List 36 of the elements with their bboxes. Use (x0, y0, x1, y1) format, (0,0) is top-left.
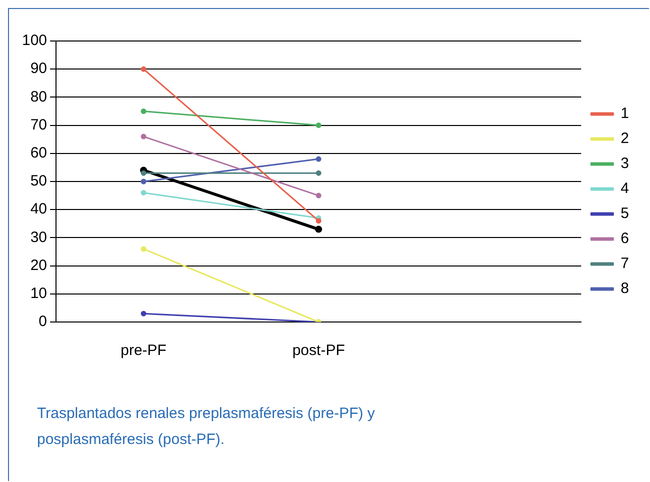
legend-label: 3 (620, 155, 629, 172)
y-tick-label: 30 (30, 228, 48, 246)
y-tick-label: 0 (38, 313, 48, 330)
legend-label: 1 (620, 105, 629, 122)
point (140, 178, 146, 184)
point (316, 156, 322, 162)
y-tick-label: 100 (22, 32, 48, 50)
legend-label: 5 (620, 205, 629, 222)
point (316, 170, 322, 176)
legend-label: 7 (620, 255, 629, 272)
legend-label: 8 (620, 280, 629, 298)
y-tick-label: 60 (30, 144, 48, 162)
y-tick-label: 70 (30, 116, 48, 134)
point (316, 192, 322, 198)
y-tick-label: 40 (30, 200, 48, 218)
legend-label: 4 (620, 180, 629, 198)
point (140, 170, 146, 176)
point (140, 108, 146, 114)
point (316, 218, 322, 224)
y-tick-label: 50 (30, 172, 48, 190)
point (140, 310, 146, 316)
y-tick-label: 10 (30, 285, 48, 302)
point (316, 122, 322, 128)
text: Trasplantados renales preplasmaféresis (pre-PF) y posplasmaféresis (post-PF). (37, 404, 376, 450)
y-tick-label: 20 (30, 256, 48, 274)
point (140, 246, 146, 252)
point (140, 134, 146, 140)
y-tick-label: 90 (30, 60, 48, 78)
point (140, 190, 146, 196)
legend-label: 2 (620, 130, 629, 148)
y-tick-label: 80 (30, 88, 48, 106)
x-tick-label: pre-PF (120, 342, 166, 360)
point (315, 226, 322, 233)
point (140, 66, 146, 72)
x-tick-label: post-PF (292, 342, 345, 360)
legend-label: 6 (620, 230, 629, 248)
